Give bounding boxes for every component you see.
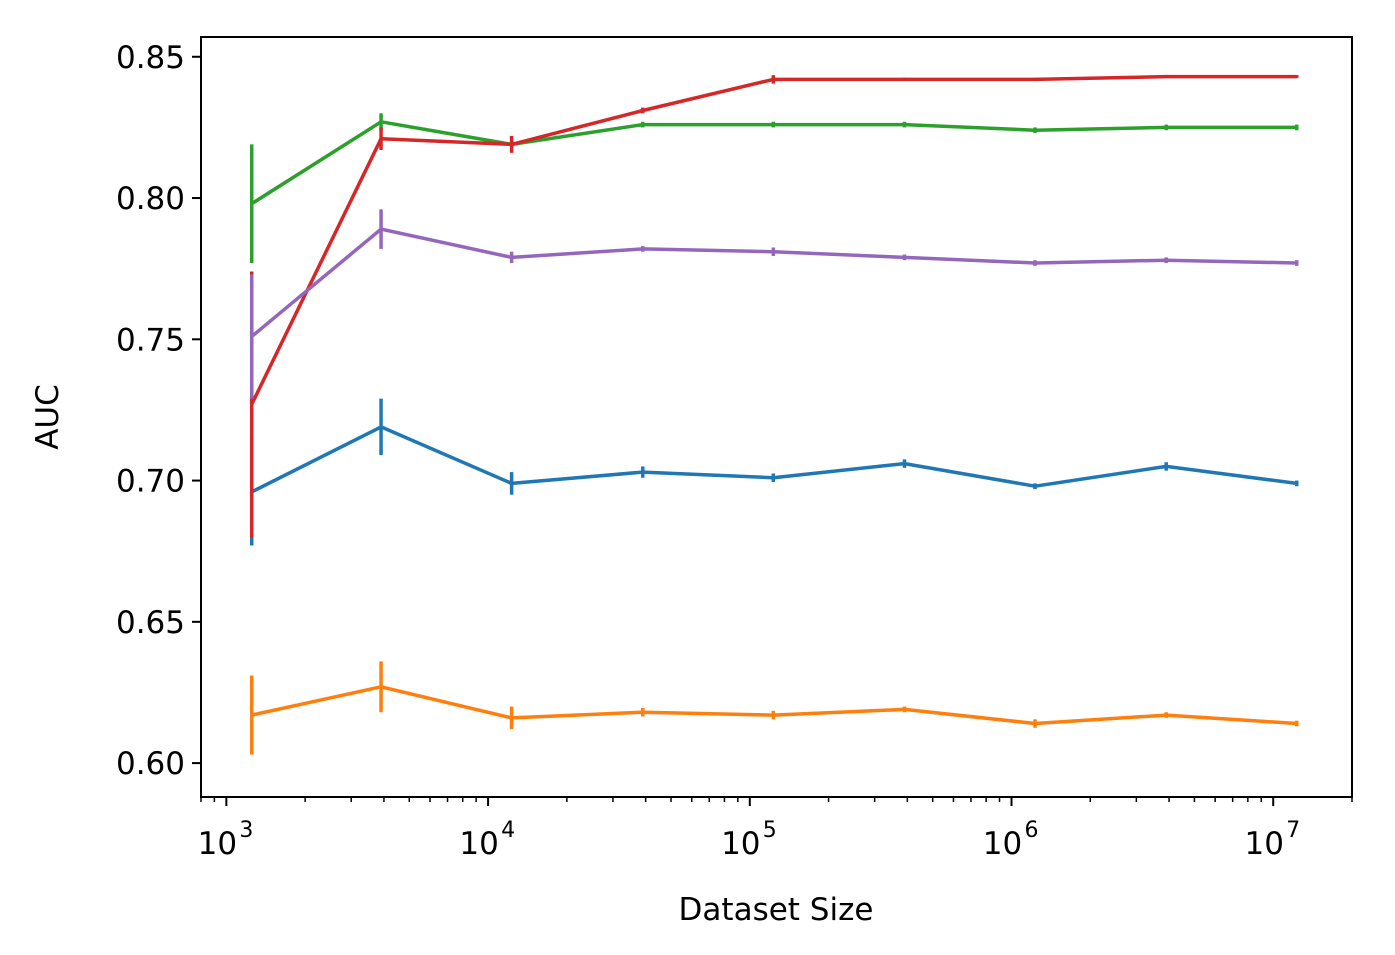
x-tick-label-base: 10 (1244, 826, 1283, 862)
x-tick-label-exponent: 6 (1025, 818, 1039, 843)
plot-frame (200, 36, 1353, 798)
y-tick-label: 0.60 (116, 746, 185, 782)
y-tick-label: 0.75 (116, 322, 185, 358)
y-tick-label: 0.80 (116, 181, 185, 217)
x-tick-label-exponent: 3 (239, 818, 253, 843)
x-tick-label-exponent: 7 (1286, 818, 1300, 843)
x-tick-label-base: 10 (721, 826, 760, 862)
y-tick-label: 0.85 (116, 40, 185, 76)
y-axis-label: AUC (30, 384, 66, 450)
x-tick-label-base: 10 (459, 826, 498, 862)
x-tick-label-exponent: 5 (763, 818, 777, 843)
series-line-purple (250, 227, 1297, 338)
series-line-green (250, 120, 1297, 206)
x-axis-label: Dataset Size (679, 892, 874, 928)
x-tick-label-base: 10 (983, 826, 1022, 862)
y-tick-label: 0.65 (116, 605, 185, 641)
series-layer (249, 74, 1299, 755)
x-tick-label-exponent: 4 (501, 818, 515, 843)
y-tick-label: 0.70 (116, 464, 185, 500)
series-line-blue (250, 425, 1297, 494)
x-tick-label-base: 10 (198, 826, 237, 862)
